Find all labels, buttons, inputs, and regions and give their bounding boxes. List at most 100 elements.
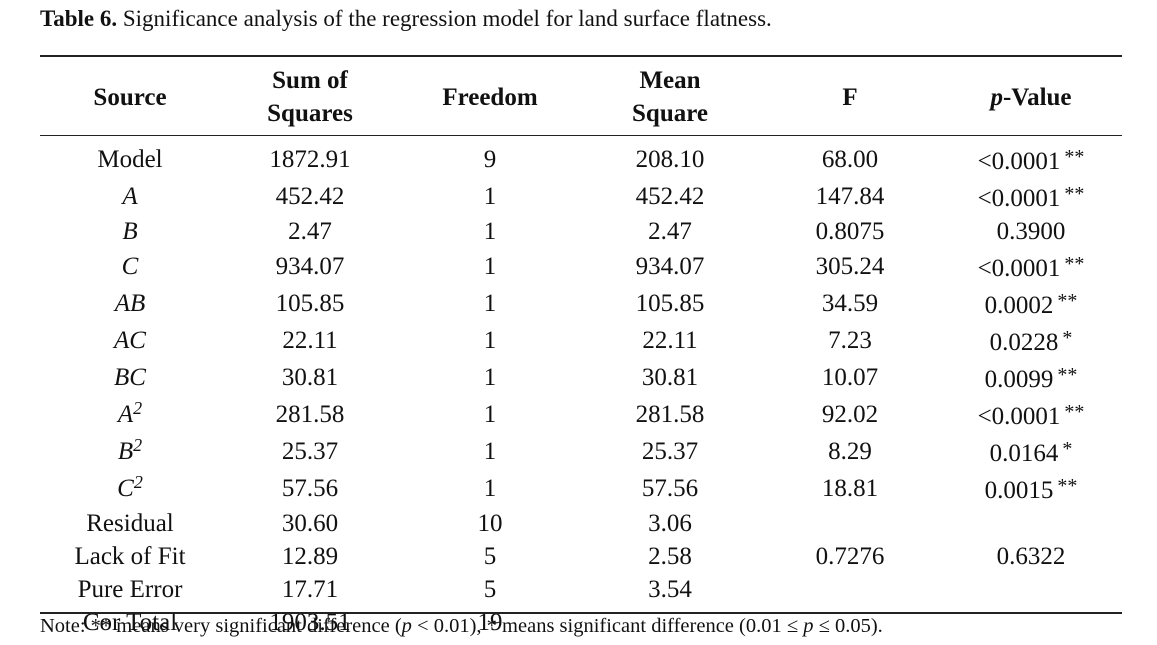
cell-freedom: 1 [483,290,497,318]
cell-source: BC [114,364,146,392]
cell-freedom: 1 [483,253,497,281]
cell-mean-square: 2.58 [648,543,692,571]
cell-f: 7.23 [828,327,872,355]
cell-freedom: 1 [483,183,497,210]
anova-table: Model 1872.91 9 208.10 68.00 <0.0001 ** A 452.42… [40,141,1122,639]
significance-marker: ** [1057,290,1078,313]
cell-source: B [122,218,138,246]
cell-sum-of-squares: 25.37 [281,438,339,466]
table-row: B 2.47 1 2.47 0.8075 0.3900 [40,215,1122,248]
cell-mean-square: 30.81 [641,364,699,392]
significance-marker: ** [1064,183,1085,205]
cell-p-value: 0.0002 ** [984,290,1078,320]
cell-sum-of-squares: 17.71 [281,576,339,604]
cell-sum-of-squares: 452.42 [275,183,345,210]
table-row: AC 22.11 1 22.11 7.23 0.0228 * [40,322,1122,359]
cell-sum-of-squares: 12.89 [281,543,339,571]
table-row: C 934.07 1 934.07 305.24 <0.0001 ** [40,248,1122,285]
cell-source: Lack of Fit [74,543,186,571]
cell-sum-of-squares: 30.81 [281,364,339,392]
cell-sum-of-squares: 934.07 [275,253,345,281]
cell-p-value: <0.0001 ** [977,401,1085,431]
cell-f [760,507,940,540]
cell-p-value: 0.0015 ** [984,475,1078,505]
cell-p-value: <0.0001 ** [977,253,1085,283]
cell-p-value [940,573,1122,606]
cell-p-value: 0.0099 ** [984,364,1078,394]
significance-marker: * [1062,438,1073,461]
cell-sum-of-squares: 1872.91 [269,146,351,173]
cell-mean-square: 208.10 [635,146,705,173]
cell-source: C2 [117,472,143,503]
header-f: F [842,83,858,111]
cell-mean-square: 2.47 [648,218,692,246]
cell-source: AB [114,290,146,318]
cell-f: 147.84 [815,183,885,210]
cell-p-value: 0.0228 * [989,327,1073,357]
cell-p-value [940,507,1122,540]
cell-freedom: 5 [483,576,497,604]
table-note: Note: ** means very significant differen… [40,615,883,637]
exponent: 2 [133,398,143,418]
significance-marker: ** [1064,146,1085,168]
cell-sum-of-squares: 22.11 [282,327,338,355]
cell-f: 0.7276 [815,543,885,571]
header-sum-of-squares: Sum of Squares [267,67,353,127]
cell-freedom: 1 [483,327,497,355]
table-row: A2 281.58 1 281.58 92.02 <0.0001 ** [40,396,1122,433]
cell-p-value: <0.0001 ** [977,146,1085,175]
cell-p-value: <0.0001 ** [977,183,1085,212]
cell-source: Pure Error [77,576,183,604]
cell-freedom: 1 [483,438,497,466]
cell-source: C [121,253,139,281]
cell-f: 68.00 [821,146,879,173]
cell-source: AC [114,327,146,355]
cell-f: 305.24 [815,253,885,281]
cell-source: A2 [117,398,143,429]
table-row: Lack of Fit 12.89 5 2.58 0.7276 0.6322 [40,540,1122,573]
header-source: Source [93,83,167,111]
table-row: Pure Error 17.71 5 3.54 [40,573,1122,606]
cell-f: 0.8075 [815,218,885,246]
table-row: C2 57.56 1 57.56 18.81 0.0015 ** [40,470,1122,507]
cell-f: 10.07 [821,364,879,392]
exponent: 2 [133,435,143,455]
cell-p-value: 0.3900 [996,218,1066,246]
header-mean-square: Mean Square [632,67,708,127]
significance-marker: ** [1064,253,1085,276]
cell-mean-square: 105.85 [635,290,705,318]
exponent: 2 [133,472,143,492]
cell-freedom: 1 [483,475,497,503]
cell-mean-square: 22.11 [642,327,698,355]
cell-mean-square: 3.06 [648,510,692,538]
significance-marker: ** [1057,364,1078,387]
table-row: A 452.42 1 452.42 147.84 <0.0001 ** [40,178,1122,215]
cell-f [760,573,940,606]
cell-p-value: 0.6322 [996,543,1066,571]
significance-marker: * [1062,327,1073,350]
table-header: Source Sum of Squares Freedom Mean Square … [40,60,1122,134]
significance-marker: ** [1057,475,1078,498]
cell-mean-square: 3.54 [648,576,692,604]
cell-mean-square: 57.56 [641,475,699,503]
cell-freedom: 9 [483,146,497,173]
caption-text: Significance analysis of the regression … [122,6,772,31]
cell-source: B2 [117,435,143,466]
table-row: BC 30.81 1 30.81 10.07 0.0099 ** [40,359,1122,396]
header-rule [40,135,1122,136]
cell-source: A [122,183,138,210]
cell-f: 34.59 [821,290,879,318]
cell-freedom: 1 [483,218,497,246]
cell-mean-square: 281.58 [635,401,705,429]
cell-mean-square: 25.37 [641,438,699,466]
table-row: AB 105.85 1 105.85 34.59 0.0002 ** [40,285,1122,322]
cell-sum-of-squares: 57.56 [281,475,339,503]
cell-p-value: 0.0164 * [989,438,1073,468]
cell-f: 18.81 [821,475,879,503]
table-row: Residual 30.60 10 3.06 [40,507,1122,540]
cell-source: Residual [86,510,174,538]
cell-freedom: 1 [483,364,497,392]
cell-sum-of-squares: 105.85 [275,290,345,318]
cell-sum-of-squares: 281.58 [275,401,345,429]
cell-f: 92.02 [821,401,879,429]
